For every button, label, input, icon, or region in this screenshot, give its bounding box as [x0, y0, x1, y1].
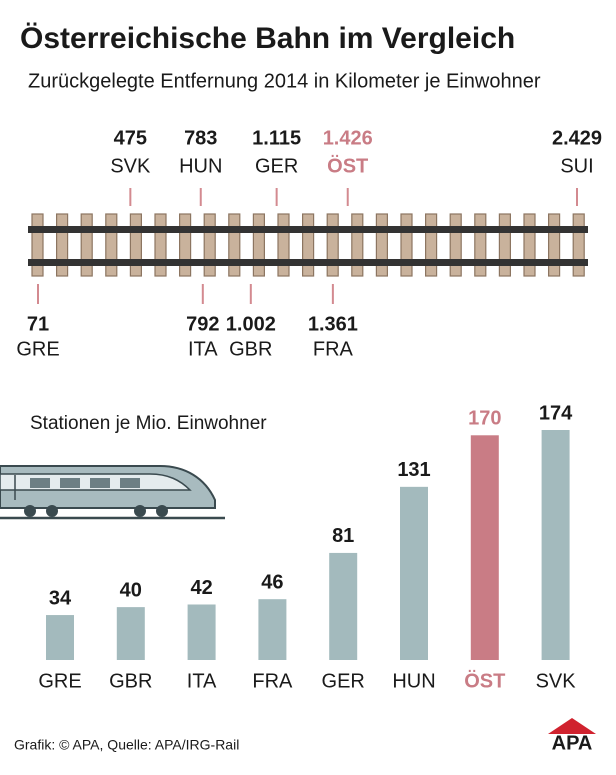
value-label: 475 — [114, 127, 147, 149]
tie — [154, 213, 167, 277]
bar — [116, 607, 145, 660]
category-label: GBR — [229, 338, 272, 360]
category-label: HUN — [179, 155, 222, 177]
tie — [547, 213, 561, 277]
tie — [523, 213, 536, 277]
subtitle: Zurückgelegte Entfernung 2014 in Kilomet… — [28, 70, 541, 92]
value-label: 783 — [184, 127, 217, 149]
tie — [449, 213, 462, 277]
value-label: 40 — [120, 579, 142, 601]
tie — [572, 213, 585, 277]
bar — [46, 615, 74, 660]
category-label: ITA — [188, 338, 218, 360]
tie — [228, 213, 241, 277]
rail — [28, 226, 588, 233]
title: Österreichische Bahn im Vergleich — [20, 22, 515, 55]
value-label: 42 — [190, 577, 212, 599]
category-label: GER — [255, 155, 298, 177]
value-label: 1.115 — [252, 127, 301, 149]
x-tick-label: ÖST — [464, 669, 505, 692]
category-label: GRE — [16, 338, 59, 360]
tie — [351, 213, 364, 277]
tie — [474, 213, 487, 277]
value-label: 1.426 — [323, 127, 373, 149]
bar — [400, 486, 428, 660]
tie — [277, 213, 290, 277]
rail — [28, 259, 588, 266]
x-tick-label: SVK — [536, 670, 577, 692]
track-ties — [31, 213, 585, 277]
value-label: 81 — [332, 525, 354, 547]
value-label: 2.429 — [552, 127, 602, 149]
x-tick-label: FRA — [252, 670, 293, 692]
tie — [31, 213, 44, 277]
tie — [375, 213, 388, 277]
category-label: SVK — [110, 155, 151, 177]
bar — [541, 430, 570, 660]
bar — [187, 604, 216, 660]
x-tick-label: GER — [322, 670, 365, 692]
tie — [179, 213, 192, 277]
category-label: FRA — [313, 338, 354, 360]
tie — [55, 213, 69, 277]
x-tick-label: GBR — [109, 670, 152, 692]
value-label: 174 — [539, 402, 573, 424]
bar-subtitle: Stationen je Mio. Einwohner — [30, 413, 267, 434]
value-label: 1.361 — [308, 313, 358, 335]
x-tick-label: GRE — [38, 670, 81, 692]
tie — [252, 213, 265, 277]
logo-mark — [548, 718, 596, 734]
value-label: 131 — [397, 459, 430, 481]
value-label: 46 — [261, 571, 283, 593]
value-label: 170 — [468, 408, 501, 430]
value-label: 792 — [186, 313, 219, 335]
tie — [105, 213, 118, 277]
tie — [203, 213, 216, 277]
train-illustration — [0, 465, 225, 520]
bar — [329, 552, 358, 660]
logo: APA — [552, 732, 593, 754]
value-label: 34 — [49, 587, 72, 609]
tie — [129, 213, 142, 277]
value-label: 71 — [27, 313, 49, 335]
tie — [80, 213, 93, 277]
category-label: ÖST — [327, 154, 368, 177]
x-tick-label: ITA — [187, 670, 217, 692]
bar — [470, 435, 499, 660]
bar — [258, 599, 287, 660]
x-tick-label: HUN — [392, 670, 435, 692]
tie — [302, 213, 315, 277]
tie — [400, 213, 413, 277]
category-label: SUI — [560, 155, 593, 177]
tie — [326, 213, 339, 277]
credit: Grafik: © APA, Quelle: APA/IRG-Rail — [14, 737, 239, 753]
tie — [425, 213, 438, 277]
tie — [498, 213, 511, 277]
value-label: 1.002 — [226, 313, 276, 335]
